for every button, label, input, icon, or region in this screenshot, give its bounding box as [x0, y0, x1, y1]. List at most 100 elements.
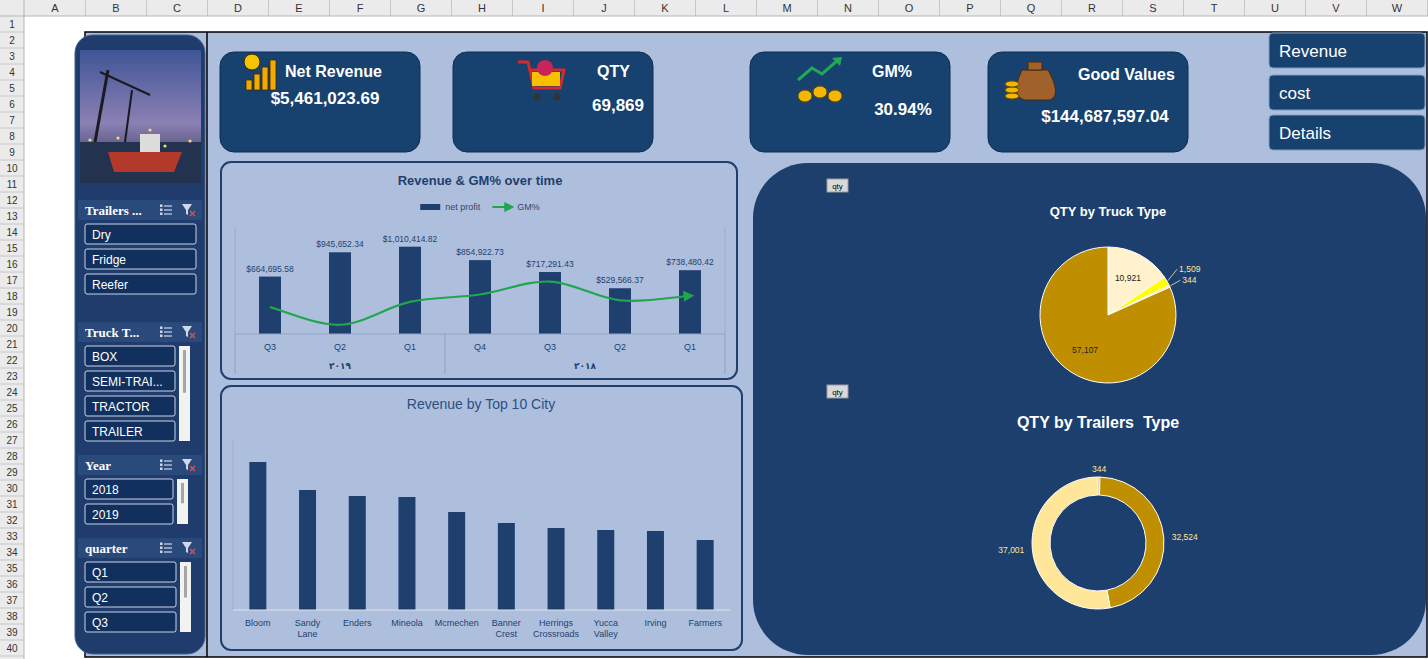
leader-line	[1170, 280, 1180, 286]
field-button-label[interactable]: qty	[832, 182, 843, 191]
icon-stroke	[164, 543, 172, 544]
sidebar-divider	[206, 32, 208, 657]
column-letter: M	[782, 2, 791, 14]
multi-select-icon[interactable]	[160, 543, 172, 554]
column-divider	[268, 0, 269, 16]
clear-filter-icon[interactable]	[182, 326, 195, 338]
slicer-item[interactable]	[85, 274, 196, 294]
slicer-header	[78, 322, 202, 342]
nav-button-label[interactable]: cost	[1279, 84, 1310, 103]
nav-button-ground[interactable]	[1269, 75, 1425, 110]
x-tick-label-line: Farmers	[688, 618, 722, 628]
nav-button-ground[interactable]	[1269, 33, 1425, 68]
x-tick-label: Q1	[404, 342, 416, 352]
icon-stroke	[164, 331, 172, 332]
x-tick-label: Enders	[343, 618, 372, 628]
multi-select-icon[interactable]	[160, 460, 172, 471]
bar	[498, 523, 515, 610]
column-letter: V	[1332, 2, 1340, 14]
icon-stroke	[160, 331, 163, 334]
field-button-ground[interactable]	[827, 385, 848, 398]
slicer-item[interactable]	[85, 224, 196, 244]
nav-button[interactable]: cost	[1269, 75, 1425, 110]
clear-filter-icon[interactable]	[182, 204, 195, 216]
multi-select-icon[interactable]	[160, 327, 172, 338]
icon-stroke	[182, 326, 192, 337]
nav-button-label[interactable]: Details	[1279, 124, 1331, 143]
multi-select-icon[interactable]	[160, 205, 172, 216]
column-divider	[939, 0, 940, 16]
column-letter: W	[1392, 2, 1403, 14]
row-number: 30	[6, 483, 18, 494]
nav-button[interactable]: Details	[1269, 115, 1425, 150]
nav-button[interactable]: Revenue	[1269, 33, 1425, 68]
column-letter: B	[112, 2, 119, 14]
kpi-card: Net Revenue$5,461,023.69	[220, 52, 420, 152]
data-label: 10,921	[1115, 273, 1141, 283]
kpi-card-ground	[750, 52, 950, 152]
slicer-item-label: Q2	[92, 591, 108, 605]
dashboard-ground	[85, 32, 1427, 657]
slicer-scroll-thumb[interactable]	[181, 483, 184, 503]
slicer-item[interactable]	[85, 421, 175, 441]
x-tick-label-line: Irving	[644, 618, 666, 628]
x-tick-label-line: Yucca	[593, 618, 618, 628]
row-number: 13	[6, 211, 18, 222]
field-button[interactable]: qty	[827, 385, 848, 398]
slicer-item-label: Dry	[92, 228, 111, 242]
slicer-item[interactable]	[85, 504, 173, 524]
field-button-ground[interactable]	[827, 179, 848, 192]
icon-stroke	[160, 460, 163, 463]
slicer-scroll-thumb[interactable]	[183, 350, 186, 393]
bar	[647, 531, 664, 610]
row-number: 21	[6, 339, 18, 350]
row-number: 9	[9, 147, 15, 158]
column-divider	[878, 0, 879, 16]
x-tick-label-line: Banner	[492, 618, 521, 628]
clear-filter-icon[interactable]	[182, 459, 195, 471]
slicer-item[interactable]	[85, 396, 175, 416]
x-axis-line	[233, 610, 730, 611]
clear-filter-icon[interactable]	[182, 542, 195, 554]
row-divider	[0, 432, 24, 433]
slicer-item[interactable]	[85, 479, 173, 499]
row-divider	[0, 128, 24, 129]
slicer-item[interactable]	[85, 587, 176, 607]
nav-button-label[interactable]: Revenue	[1279, 42, 1347, 61]
slicer-item[interactable]	[85, 562, 176, 582]
bar	[349, 496, 366, 610]
nav-button-ground[interactable]	[1269, 115, 1425, 150]
x-tick-label: Farmers	[688, 618, 722, 628]
chart-panel	[221, 162, 737, 379]
column-letter: D	[234, 2, 242, 14]
slicer-item[interactable]	[85, 346, 175, 366]
slicer-scrollbar[interactable]	[177, 479, 188, 524]
picture-light	[88, 138, 91, 141]
icon-stroke	[164, 464, 172, 465]
line	[270, 281, 690, 324]
slicer-item[interactable]	[85, 371, 175, 391]
x-tick-label-line: Sandy	[295, 618, 321, 628]
row-number: 33	[6, 531, 18, 542]
row-number: 10	[6, 163, 18, 174]
column-divider	[1366, 0, 1367, 16]
icon-bar	[270, 60, 276, 90]
row-divider	[0, 592, 24, 593]
kpi-value: $5,461,023.69	[271, 89, 380, 108]
slicer-item-label: Q1	[92, 566, 108, 580]
slicer-item[interactable]	[85, 612, 176, 632]
kpi-card: Good Values$144,687,597.04	[988, 52, 1188, 152]
slicer-scrollbar[interactable]	[180, 562, 191, 632]
x-tick-label: Bloom	[245, 618, 271, 628]
field-button-label[interactable]: qty	[832, 388, 843, 397]
chart-panel	[221, 386, 742, 650]
legend-label: net profit	[445, 202, 481, 212]
slicer-scroll-thumb[interactable]	[184, 566, 187, 598]
slicer-scrollbar[interactable]	[179, 346, 190, 441]
group-label: ٢٠١٩	[329, 361, 351, 371]
slicer-item[interactable]	[85, 249, 196, 269]
group-divider	[445, 334, 446, 374]
slicer-item-label: Q3	[92, 616, 108, 630]
icon-stroke	[160, 464, 163, 467]
field-button[interactable]: qty	[827, 179, 848, 192]
